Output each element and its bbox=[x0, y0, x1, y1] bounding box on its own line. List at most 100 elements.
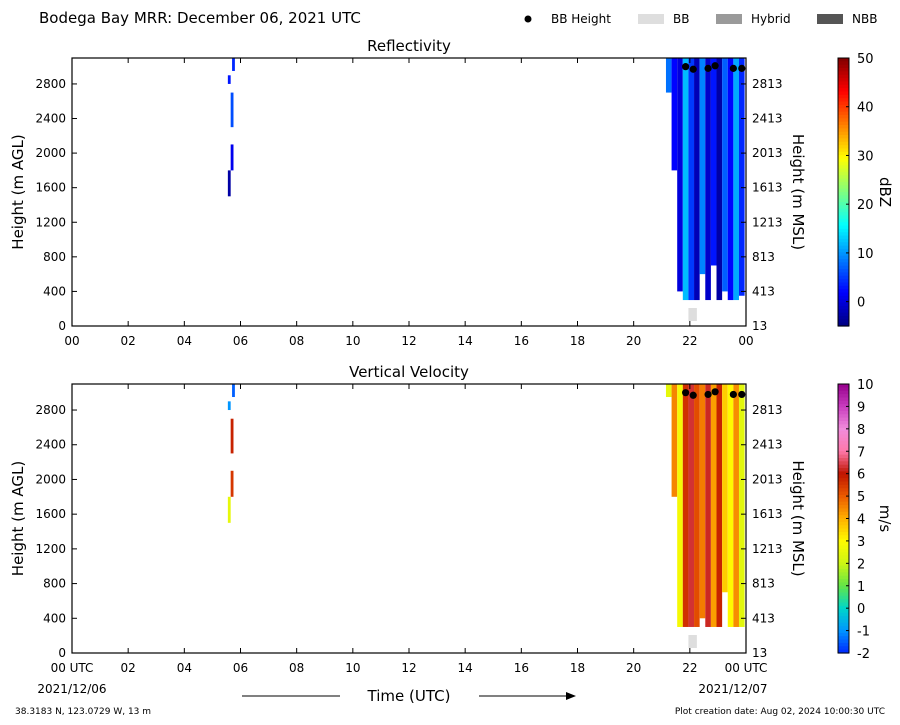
velocity-colorbar-segment bbox=[838, 471, 849, 476]
velocity-colorbar-segment bbox=[838, 568, 849, 573]
reflectivity-bb-height-point bbox=[729, 64, 737, 72]
reflectivity-colorbar-segment bbox=[838, 58, 849, 62]
reflectivity-colorbar-segment bbox=[838, 255, 849, 260]
velocity-colorbar-segment bbox=[838, 424, 849, 429]
velocity-colorbar-segment bbox=[838, 468, 849, 473]
legend-bb-height-label: BB Height bbox=[551, 12, 611, 26]
velocity-colorbar-segment bbox=[838, 457, 849, 462]
reflectivity-colorbar-segment bbox=[838, 101, 849, 106]
reflectivity-colorbar-segment bbox=[838, 158, 849, 163]
reflectivity-colorbar-segment bbox=[838, 202, 849, 206]
velocity-echo-column bbox=[710, 384, 717, 627]
reflectivity-y-tick-label: 1200 bbox=[35, 215, 66, 229]
reflectivity-colorbar-segment bbox=[838, 104, 849, 109]
reflectivity-y-tick-label-right: 2813 bbox=[752, 77, 783, 91]
reflectivity-colorbar-segment bbox=[838, 279, 849, 284]
velocity-y-tick-label: 800 bbox=[43, 577, 66, 591]
legend-bb-height-marker bbox=[524, 15, 532, 23]
velocity-colorbar-tick-label: 0 bbox=[857, 602, 865, 617]
reflectivity-colorbar-segment bbox=[838, 315, 849, 320]
legend-bb-swatch bbox=[638, 14, 664, 24]
velocity-y-tick-label: 400 bbox=[43, 611, 66, 625]
reflectivity-x-tick-label: 08 bbox=[289, 334, 304, 348]
legend-bb-label: BB bbox=[673, 12, 689, 26]
velocity-colorbar-segment bbox=[838, 427, 849, 432]
reflectivity-echo-column bbox=[722, 58, 728, 292]
reflectivity-colorbar-segment bbox=[838, 225, 849, 230]
reflectivity-y-tick-label: 1600 bbox=[35, 181, 66, 195]
velocity-colorbar-segment bbox=[838, 589, 849, 594]
velocity-ylabel: Height (m AGL) bbox=[9, 461, 27, 576]
velocity-echo-column bbox=[677, 384, 683, 627]
velocity-x-tick-label: 12 bbox=[401, 661, 416, 675]
velocity-colorbar-segment bbox=[838, 626, 849, 631]
reflectivity-y-tick-label-right: 1613 bbox=[752, 181, 783, 195]
reflectivity-colorbar-label: dBZ bbox=[876, 177, 894, 207]
reflectivity-y-tick-label-right: 1213 bbox=[752, 215, 783, 229]
reflectivity-x-tick-label: 00 bbox=[64, 334, 79, 348]
reflectivity-colorbar-segment bbox=[838, 151, 849, 156]
reflectivity-colorbar-segment bbox=[838, 141, 849, 146]
legend-nbb-label: NBB bbox=[852, 12, 877, 26]
reflectivity-colorbar-segment bbox=[838, 128, 849, 133]
velocity-colorbar-segment bbox=[838, 542, 849, 546]
velocity-colorbar-tick-label: 1 bbox=[857, 580, 865, 595]
velocity-ylabel-right: Height (m MSL) bbox=[789, 460, 807, 576]
reflectivity-echo-column bbox=[230, 144, 234, 171]
velocity-colorbar-segment bbox=[838, 394, 849, 399]
velocity-colorbar-segment bbox=[838, 420, 849, 425]
velocity-colorbar-segment bbox=[838, 538, 849, 543]
reflectivity-x-tick-label: 20 bbox=[626, 334, 641, 348]
velocity-colorbar-segment bbox=[838, 558, 849, 563]
velocity-colorbar-segment bbox=[838, 451, 849, 456]
reflectivity-colorbar-segment bbox=[838, 94, 849, 99]
velocity-x-tick-label: 16 bbox=[514, 661, 529, 675]
reflectivity-echo-column bbox=[230, 92, 234, 128]
reflectivity-colorbar-segment bbox=[838, 185, 849, 190]
velocity-echo-column bbox=[705, 384, 711, 627]
reflectivity-colorbar-segment bbox=[838, 232, 849, 237]
velocity-colorbar-tick-label: 6 bbox=[857, 468, 865, 483]
reflectivity-echo-column bbox=[705, 58, 711, 301]
reflectivity-colorbar-segment bbox=[838, 238, 849, 243]
velocity-colorbar-segment bbox=[838, 417, 849, 422]
velocity-colorbar-segment bbox=[838, 501, 849, 506]
reflectivity-echo-column bbox=[227, 170, 231, 197]
reflectivity-colorbar-segment bbox=[838, 222, 849, 227]
reflectivity-colorbar-tick-label: 40 bbox=[857, 101, 874, 116]
reflectivity-y-tick-label: 2800 bbox=[35, 77, 66, 91]
velocity-echo-column bbox=[722, 384, 728, 593]
figure-title: Bodega Bay MRR: December 06, 2021 UTC bbox=[39, 9, 361, 27]
legend-nbb-swatch bbox=[817, 14, 843, 24]
reflectivity-colorbar-segment bbox=[838, 195, 849, 200]
reflectivity-colorbar-segment bbox=[838, 175, 849, 180]
velocity-colorbar-segment bbox=[838, 636, 849, 641]
reflectivity-colorbar-segment bbox=[838, 309, 849, 314]
velocity-bb-height-point bbox=[738, 390, 746, 399]
velocity-x-tick-label: 18 bbox=[570, 661, 585, 675]
velocity-y-tick-label-right: 813 bbox=[752, 577, 775, 591]
reflectivity-colorbar-tick-label: 50 bbox=[857, 52, 874, 67]
reflectivity-colorbar-tick-label: 30 bbox=[857, 149, 874, 164]
reflectivity-colorbar-tick-label: 10 bbox=[857, 247, 874, 262]
reflectivity-colorbar-frame bbox=[837, 57, 850, 327]
reflectivity-echo-column bbox=[699, 58, 706, 275]
reflectivity-colorbar-segment bbox=[838, 178, 849, 183]
velocity-title: Vertical Velocity bbox=[349, 363, 469, 381]
velocity-echo-column bbox=[738, 384, 745, 627]
velocity-y-tick-label-right: 1613 bbox=[752, 507, 783, 521]
reflectivity-y-tick-label-right: 413 bbox=[752, 284, 775, 298]
reflectivity-colorbar-segment bbox=[838, 248, 849, 253]
reflectivity-x-tick-label: 18 bbox=[570, 334, 585, 348]
reflectivity-ylabel-right: Height (m MSL) bbox=[789, 134, 807, 250]
velocity-x-tick-label: 20 bbox=[626, 661, 641, 675]
reflectivity-x-tick-label: 22 bbox=[682, 334, 697, 348]
velocity-colorbar-segment bbox=[838, 498, 849, 503]
reflectivity-colorbar-segment bbox=[838, 91, 849, 96]
reflectivity-colorbar-segment bbox=[838, 138, 849, 143]
reflectivity-colorbar-segment bbox=[838, 198, 849, 203]
velocity-colorbar-segment bbox=[838, 579, 849, 583]
reflectivity-colorbar-segment bbox=[838, 81, 849, 86]
reflectivity-colorbar-segment bbox=[838, 155, 849, 160]
